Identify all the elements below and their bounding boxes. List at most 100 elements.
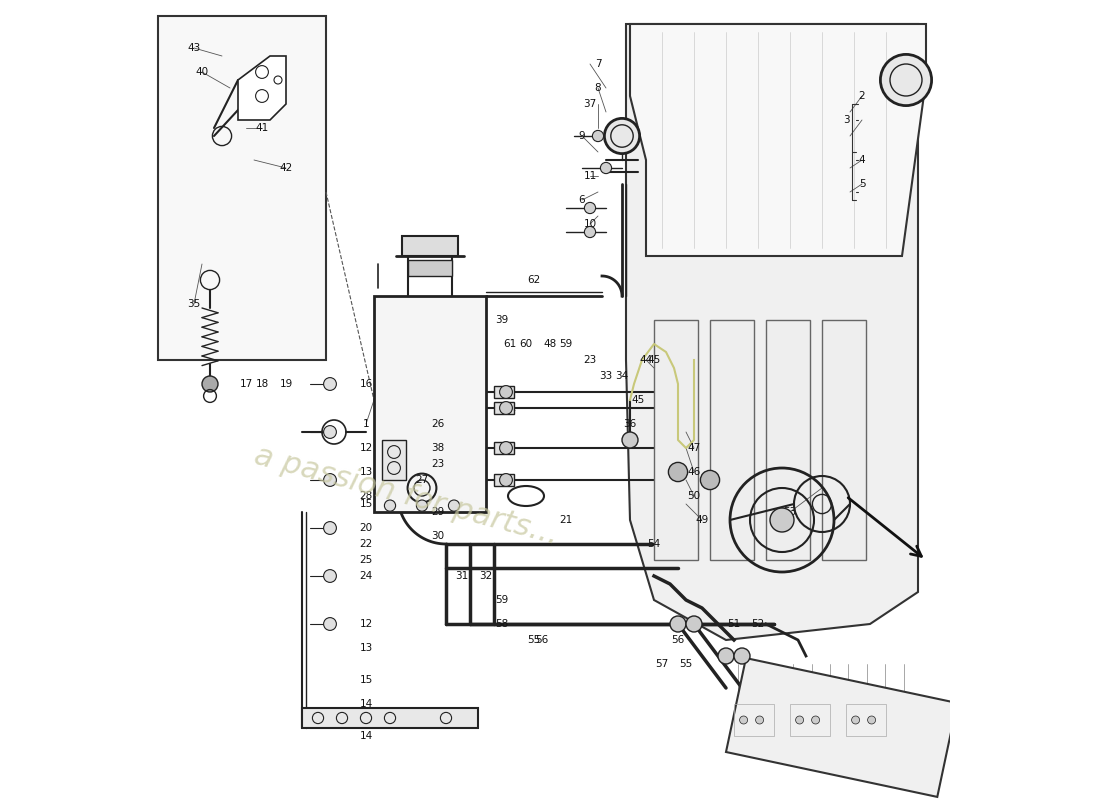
- Text: 51: 51: [727, 619, 740, 629]
- Text: 43: 43: [187, 43, 200, 53]
- Text: 21: 21: [560, 515, 573, 525]
- Circle shape: [584, 202, 595, 214]
- Text: 46: 46: [688, 467, 701, 477]
- Bar: [710, 320, 754, 560]
- Circle shape: [669, 462, 688, 482]
- Text: 47: 47: [688, 443, 701, 453]
- Circle shape: [323, 522, 337, 534]
- Bar: [494, 386, 514, 398]
- Polygon shape: [626, 24, 918, 640]
- Bar: [158, 16, 326, 360]
- Circle shape: [756, 716, 763, 724]
- Circle shape: [770, 508, 794, 532]
- Bar: [408, 260, 452, 276]
- Text: 22: 22: [360, 539, 373, 549]
- Bar: [726, 658, 957, 797]
- Text: 25: 25: [360, 555, 373, 565]
- Text: 56: 56: [536, 635, 549, 645]
- Text: 30: 30: [431, 531, 444, 541]
- Text: 45: 45: [631, 395, 645, 405]
- Polygon shape: [238, 56, 286, 120]
- Text: 11: 11: [583, 171, 596, 181]
- Text: 31: 31: [455, 571, 469, 581]
- Circle shape: [686, 616, 702, 632]
- Text: 35: 35: [187, 299, 200, 309]
- Bar: [494, 402, 514, 414]
- Text: 12: 12: [360, 443, 373, 453]
- Bar: [302, 708, 478, 728]
- Circle shape: [880, 54, 932, 106]
- Text: 39: 39: [495, 315, 508, 325]
- Text: 54: 54: [648, 539, 661, 549]
- Text: 2: 2: [859, 91, 866, 101]
- Text: 34: 34: [615, 371, 628, 381]
- Bar: [790, 704, 830, 736]
- Text: 13: 13: [360, 643, 373, 653]
- Bar: [822, 320, 866, 560]
- Text: 8: 8: [595, 83, 602, 93]
- Bar: [654, 320, 698, 560]
- Text: 55: 55: [527, 635, 540, 645]
- Text: 23: 23: [583, 355, 596, 365]
- Bar: [494, 442, 514, 454]
- Text: 53: 53: [783, 507, 796, 517]
- Circle shape: [718, 648, 734, 664]
- Circle shape: [323, 618, 337, 630]
- Text: 20: 20: [360, 523, 373, 533]
- Ellipse shape: [508, 486, 544, 506]
- Text: 13: 13: [360, 467, 373, 477]
- Circle shape: [417, 500, 428, 511]
- FancyArrowPatch shape: [848, 498, 922, 556]
- Text: PARTS: PARTS: [650, 96, 886, 162]
- Circle shape: [499, 402, 513, 414]
- Circle shape: [323, 474, 337, 486]
- Text: 58: 58: [495, 619, 508, 629]
- Text: 61: 61: [504, 339, 517, 349]
- Text: 26: 26: [431, 419, 444, 429]
- Text: 36: 36: [624, 419, 637, 429]
- Text: 59: 59: [495, 595, 508, 605]
- Text: 38: 38: [431, 443, 444, 453]
- Text: 23: 23: [431, 459, 444, 469]
- Text: 3: 3: [843, 115, 849, 125]
- Text: 29: 29: [431, 507, 444, 517]
- Text: 45: 45: [648, 355, 661, 365]
- Text: 7: 7: [595, 59, 602, 69]
- Text: 55: 55: [680, 659, 693, 669]
- Circle shape: [701, 470, 719, 490]
- Text: 15: 15: [360, 675, 373, 685]
- Polygon shape: [630, 24, 926, 256]
- Circle shape: [202, 376, 218, 392]
- Text: 24: 24: [360, 571, 373, 581]
- Text: 42: 42: [279, 163, 293, 173]
- Circle shape: [812, 716, 820, 724]
- Circle shape: [384, 500, 396, 511]
- Text: 57: 57: [656, 659, 669, 669]
- Text: a passion for parts...: a passion for parts...: [251, 442, 561, 550]
- Bar: [766, 320, 810, 560]
- Text: 17: 17: [240, 379, 253, 389]
- Text: 37: 37: [583, 99, 596, 109]
- Circle shape: [604, 118, 639, 154]
- Text: 27: 27: [416, 475, 429, 485]
- Text: 28: 28: [360, 491, 373, 501]
- Text: 56: 56: [671, 635, 684, 645]
- Text: 33: 33: [600, 371, 613, 381]
- Text: 49: 49: [695, 515, 708, 525]
- Circle shape: [670, 616, 686, 632]
- Bar: [494, 474, 514, 486]
- Text: 15: 15: [360, 499, 373, 509]
- Text: 16: 16: [360, 379, 373, 389]
- Text: 60: 60: [519, 339, 532, 349]
- Circle shape: [739, 716, 748, 724]
- Text: 4: 4: [859, 155, 866, 165]
- Text: 10: 10: [583, 219, 596, 229]
- Circle shape: [795, 716, 804, 724]
- Text: 41: 41: [255, 123, 268, 133]
- Circle shape: [584, 226, 595, 238]
- Circle shape: [499, 386, 513, 398]
- Circle shape: [868, 716, 876, 724]
- Bar: [846, 704, 886, 736]
- Text: 61: 61: [504, 403, 517, 413]
- Text: 52: 52: [751, 619, 764, 629]
